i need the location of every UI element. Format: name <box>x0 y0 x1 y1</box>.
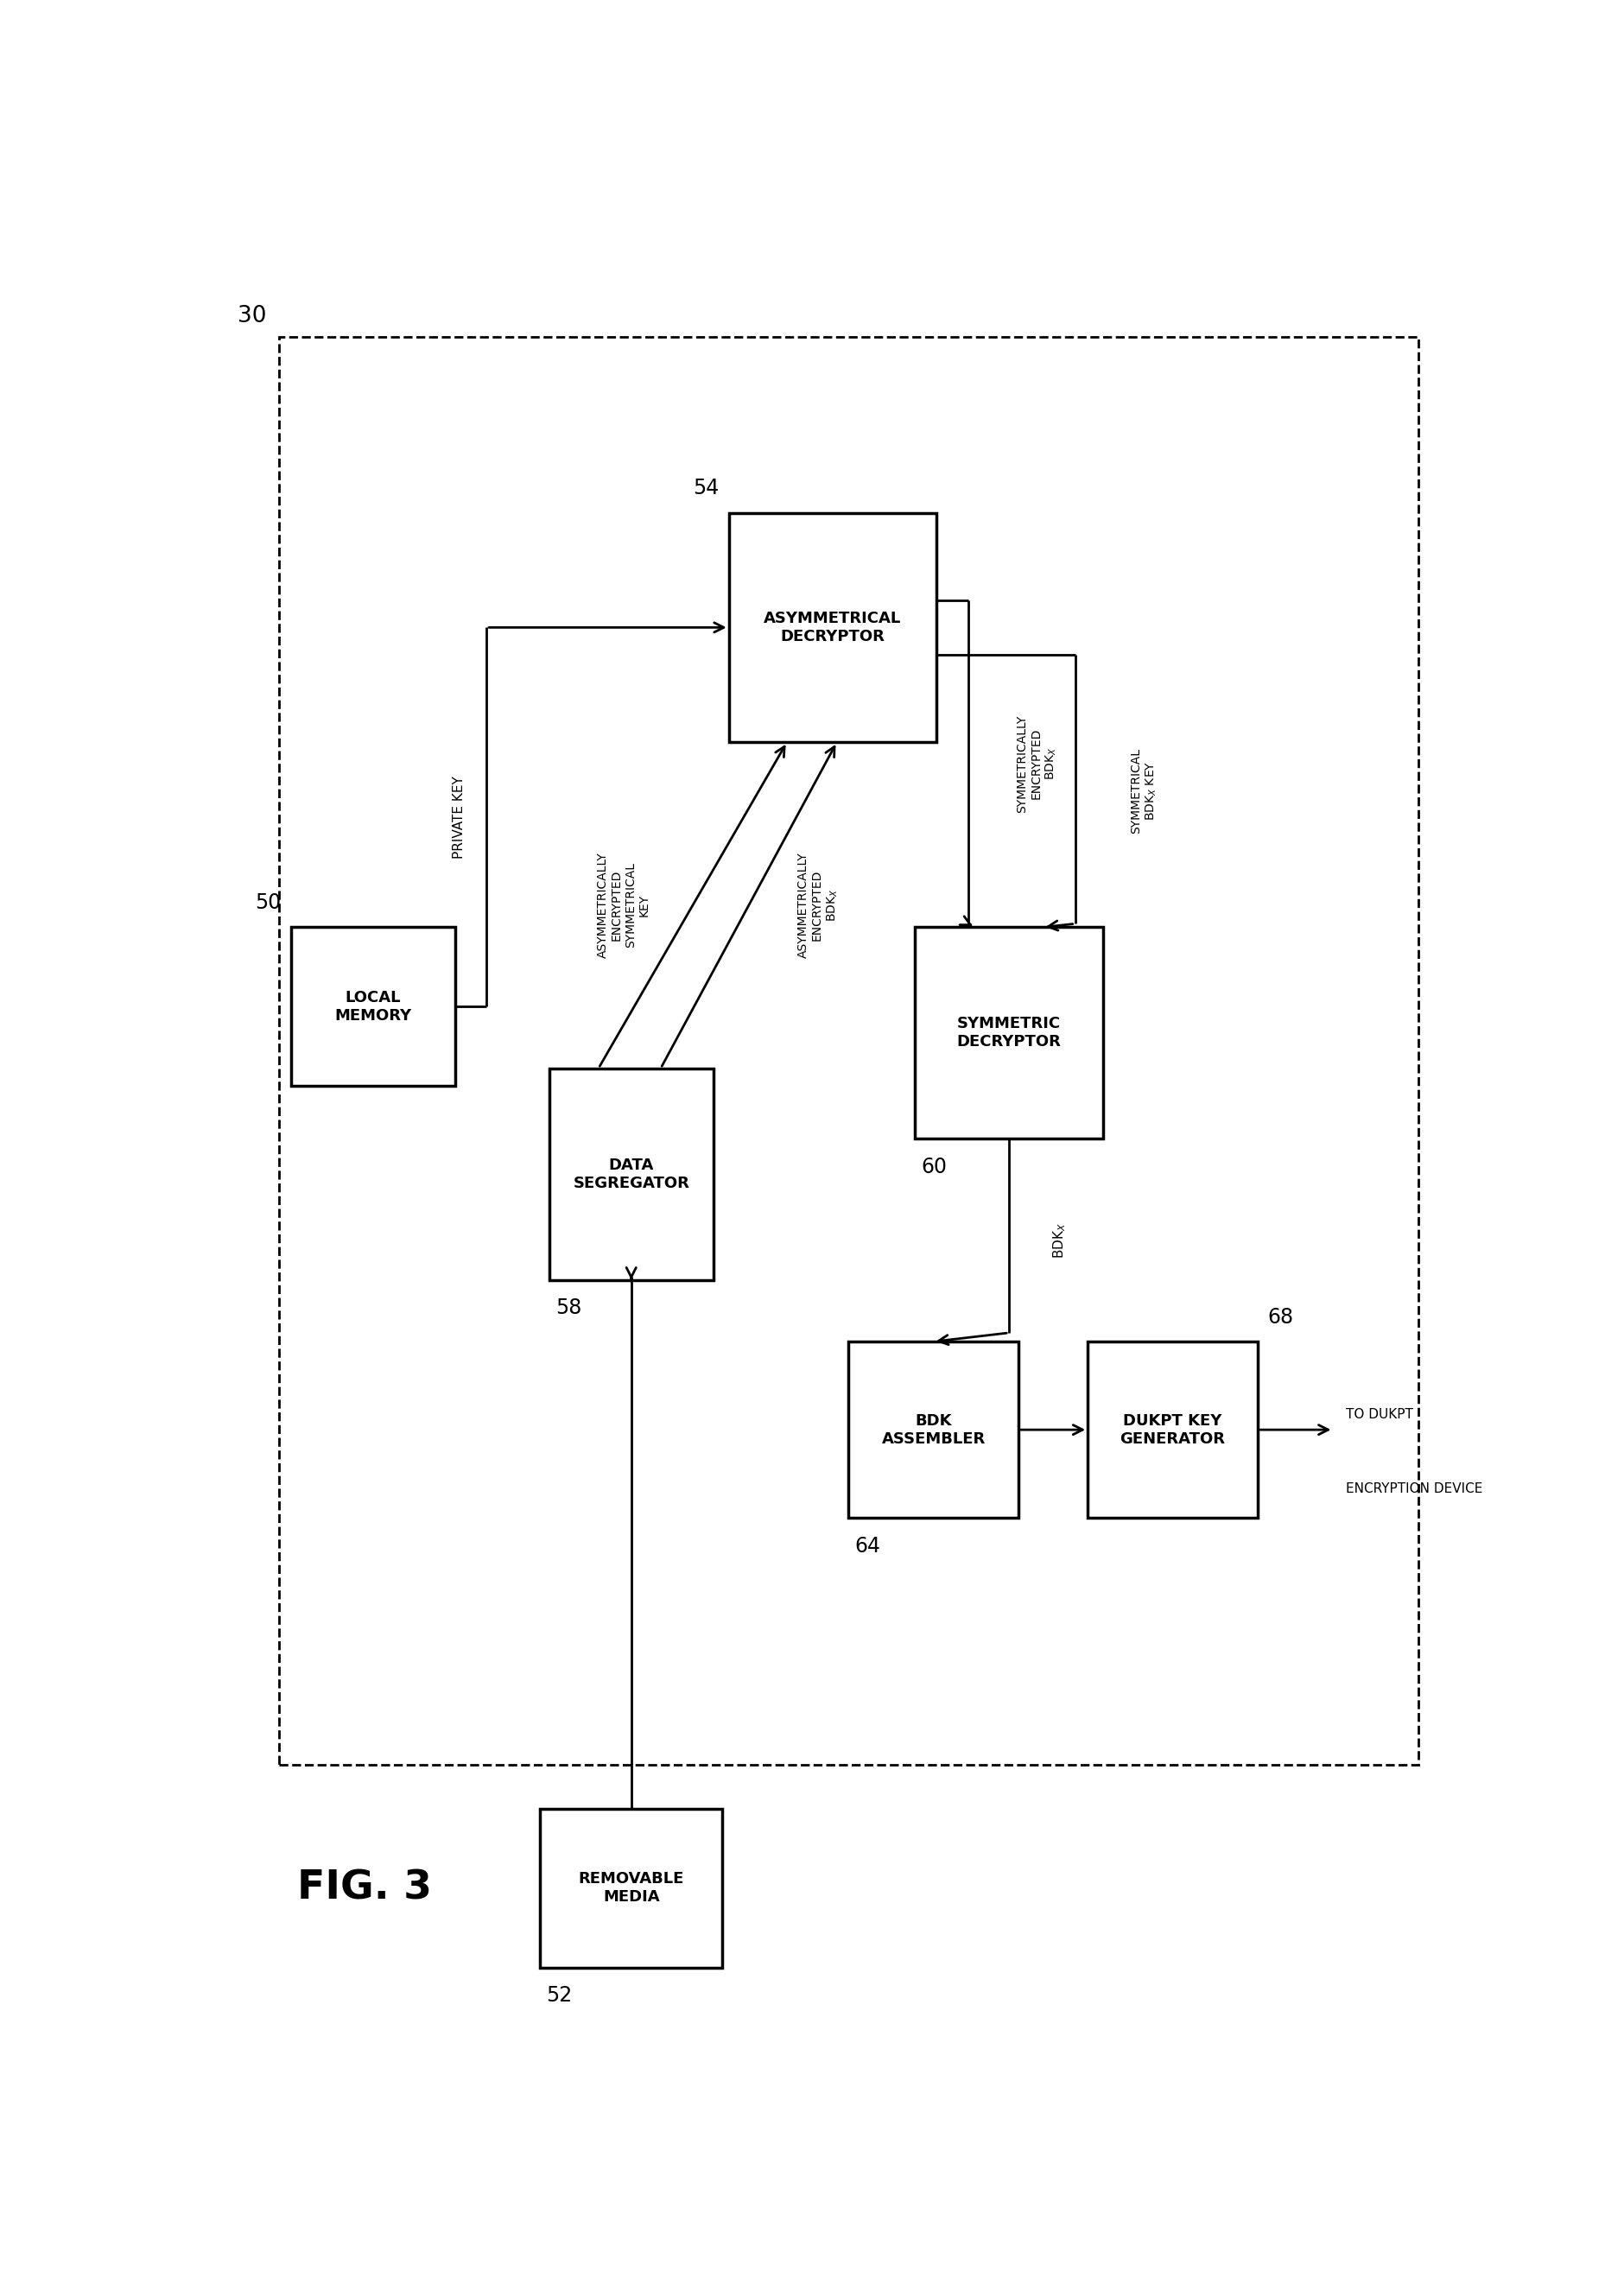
Text: 30: 30 <box>237 305 266 327</box>
Text: 54: 54 <box>692 479 718 499</box>
Text: ASYMMETRICALLY
ENCRYPTED
BDK$_X$: ASYMMETRICALLY ENCRYPTED BDK$_X$ <box>796 852 838 957</box>
Text: ASYMMETRICAL
DECRYPTOR: ASYMMETRICAL DECRYPTOR <box>763 611 901 643</box>
Text: 64: 64 <box>854 1537 880 1557</box>
Text: SYMMETRIC
DECRYPTOR: SYMMETRIC DECRYPTOR <box>957 1017 1060 1049</box>
Text: 50: 50 <box>255 893 281 914</box>
Bar <box>914 927 1103 1138</box>
Bar <box>279 337 1418 1766</box>
Bar <box>549 1067 713 1280</box>
Bar <box>848 1342 1018 1518</box>
Text: REMOVABLE
MEDIA: REMOVABLE MEDIA <box>578 1871 684 1905</box>
Text: BDK$_X$: BDK$_X$ <box>1051 1223 1067 1257</box>
Text: PRIVATE KEY: PRIVATE KEY <box>451 776 464 859</box>
Text: 52: 52 <box>546 1985 572 2006</box>
Text: 58: 58 <box>555 1298 581 1319</box>
Bar <box>1086 1342 1257 1518</box>
Text: 60: 60 <box>921 1156 947 1177</box>
Text: TO DUKPT: TO DUKPT <box>1345 1408 1413 1420</box>
Text: SYMMETRICAL
BDK$_X$ KEY: SYMMETRICAL BDK$_X$ KEY <box>1130 749 1158 834</box>
Text: DATA
SEGREGATOR: DATA SEGREGATOR <box>573 1156 689 1191</box>
Text: BDK
ASSEMBLER: BDK ASSEMBLER <box>882 1413 984 1447</box>
Bar <box>539 1809 723 1967</box>
Text: DUKPT KEY
GENERATOR: DUKPT KEY GENERATOR <box>1119 1413 1224 1447</box>
Text: ENCRYPTION DEVICE: ENCRYPTION DEVICE <box>1345 1482 1483 1495</box>
Text: 68: 68 <box>1267 1308 1293 1328</box>
Bar <box>291 927 455 1085</box>
Text: SYMMETRICALLY
ENCRYPTED
BDK$_X$: SYMMETRICALLY ENCRYPTED BDK$_X$ <box>1015 714 1057 813</box>
Text: ASYMMETRICALLY
ENCRYPTED
SYMMETRICAL
KEY: ASYMMETRICALLY ENCRYPTED SYMMETRICAL KEY <box>596 852 650 957</box>
Text: LOCAL
MEMORY: LOCAL MEMORY <box>335 989 411 1024</box>
Bar <box>729 513 935 742</box>
Text: FIG. 3: FIG. 3 <box>297 1869 432 1908</box>
